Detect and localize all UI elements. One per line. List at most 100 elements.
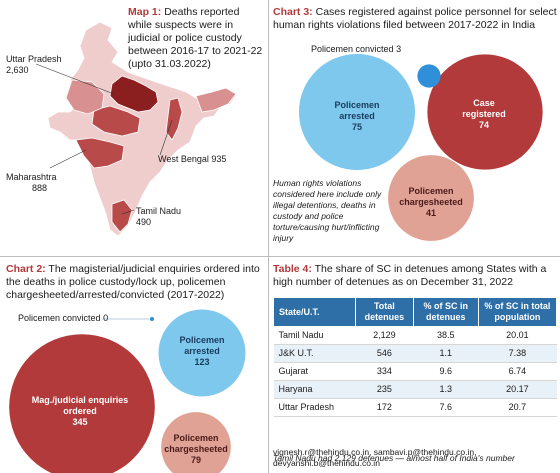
table-row: Tamil Nadu 2,129 38.5 20.01: [273, 326, 557, 345]
credits-block: vignesh.r@thehindu.co.in, sambavi.p@theh…: [273, 447, 557, 469]
table-header-row: State/U.T. Total detenues % of SC in det…: [273, 297, 558, 327]
chart2-arrested-value: 123: [194, 357, 210, 367]
chart3-heading-text: Cases registered against police personne…: [273, 6, 557, 31]
map-label-tamil-nadu: Tamil Nadu 490: [136, 206, 216, 228]
chart2-enquiries-label: Mag./judicial enquiries ordered 345: [28, 395, 132, 428]
horizontal-divider: [0, 256, 560, 257]
cell-sc-population: 7.38: [478, 344, 557, 363]
region-uttar-pradesh: [109, 75, 159, 113]
bubble-policemen-arrested: [158, 309, 246, 397]
cell-sc-population: 6.74: [478, 362, 557, 381]
chart3-convicted-name: Policemen convicted: [311, 44, 394, 54]
chart3-arrested-name: Policemen arrested: [334, 100, 380, 121]
chart3-arrested-label: Policemen arrested 75: [319, 100, 395, 133]
map-label-name: Tamil Nadu: [136, 206, 182, 216]
chart3-registered-label: Case registered 74: [451, 98, 517, 131]
bubble-policemen-chargesheeted: [161, 412, 231, 473]
table-row: Uttar Pradesh 172 7.6 20.7: [273, 398, 557, 417]
credits-line-2: devyanshi.b@thehindu.co.in: [273, 458, 380, 468]
credits-line-1: vignesh.r@thehindu.co.in, sambavi.p@theh…: [273, 447, 477, 457]
chart3-note: Human rights violations considered here …: [273, 178, 382, 243]
cell-sc-detenues: 38.5: [413, 326, 479, 345]
table4-heading-bold: Table 4:: [273, 263, 312, 275]
region-tamil-nadu: [111, 199, 133, 233]
chart2-heading-bold: Chart 2:: [6, 263, 46, 275]
map-label-value: 888: [32, 183, 48, 193]
chart2-bubbles: [9, 309, 246, 473]
chart2-chargesheeted-label: Policemen chargesheeted 79: [158, 433, 234, 466]
map-mainland: [47, 21, 237, 237]
map-heading-text: Deaths reported while suspects were in j…: [128, 6, 263, 70]
chart2-convicted-value: 0: [103, 313, 109, 323]
leader-mh: [49, 149, 87, 169]
cell-total: 546: [355, 344, 414, 363]
cell-sc-population: 20.17: [478, 380, 557, 399]
map-heading: Map 1: Deaths reported while suspects we…: [128, 6, 264, 71]
chart3-heading: Chart 3: Cases registered against police…: [273, 6, 557, 32]
bubble-case-registered: [427, 54, 543, 170]
col-state: State/U.T.: [273, 297, 356, 327]
map-label-name: West Bengal: [158, 154, 209, 164]
india-map: [35, 21, 237, 237]
chart2-panel: Chart 2: The magisterial/judicial enquir…: [0, 257, 268, 473]
chart3-chargesheeted-name: Policemen chargesheeted: [399, 186, 463, 207]
bubble-enquiries-ordered: [9, 334, 155, 473]
map-panel: Map 1: Deaths reported while suspects we…: [0, 0, 268, 256]
col-sc-detenues: % of SC in detenues: [412, 297, 479, 327]
table4-panel: Table 4: The share of SC in detenues amo…: [269, 257, 560, 473]
leader-wb: [159, 119, 173, 156]
table4: State/U.T. Total detenues % of SC in det…: [273, 297, 558, 417]
chart3-heading-bold: Chart 3:: [273, 6, 313, 18]
chart3-panel: Chart 3: Cases registered against police…: [269, 0, 560, 256]
chart3-chargesheeted-value: 41: [425, 208, 436, 218]
leader-up: [35, 63, 115, 95]
cell-sc-detenues: 9.6: [413, 362, 479, 381]
chart2-enquiries-value: 345: [72, 417, 88, 427]
table-row: J&K U.T. 546 1.1 7.38: [273, 344, 557, 363]
cell-total: 2,129: [355, 326, 414, 345]
cell-sc-detenues: 7.6: [413, 398, 479, 417]
cell-state: Tamil Nadu: [273, 326, 356, 345]
map-label-uttar-pradesh: Uttar Pradesh 2,630: [6, 54, 86, 76]
cell-sc-detenues: 1.1: [413, 344, 479, 363]
chart3-bubbles: [298, 53, 543, 241]
bubble-policemen-chargesheeted: [388, 155, 474, 241]
bubble-policemen-arrested: [298, 53, 416, 171]
cell-state: J&K U.T.: [273, 344, 356, 363]
chart2-arrested-name: Policemen arrested: [179, 335, 225, 356]
chart2-chargesheeted-value: 79: [190, 455, 201, 465]
vertical-divider: [268, 0, 269, 473]
region-west: [65, 79, 105, 115]
map-label-value: 490: [136, 217, 152, 227]
chart3-chargesheeted-label: Policemen chargesheeted 41: [393, 186, 469, 219]
table-row: Haryana 235 1.3 20.17: [273, 380, 557, 399]
map-regions: [47, 21, 237, 237]
bubble-policemen-convicted: [417, 64, 441, 88]
chart2-enquiries-name: Mag./judicial enquiries ordered: [31, 395, 129, 416]
cell-state: Gujarat: [273, 362, 356, 381]
chart2-convicted-name: Policemen convicted: [18, 313, 101, 323]
chart3-convicted-value: 3: [396, 44, 402, 54]
cell-sc-population: 20.01: [478, 326, 557, 345]
chart2-convicted-label: Policemen convicted 0: [18, 313, 168, 324]
map-label-name: Maharashtra: [6, 172, 57, 182]
region-maharashtra: [75, 137, 125, 169]
cell-total: 172: [355, 398, 414, 417]
map-label-value: 2,630: [6, 65, 29, 75]
map-label-maharashtra: Maharashtra 888: [6, 172, 86, 194]
region-central: [91, 105, 141, 137]
region-west-bengal: [165, 97, 183, 141]
chart3-registered-value: 74: [478, 120, 489, 130]
map-heading-bold: Map 1:: [128, 6, 162, 18]
cell-sc-population: 20.7: [478, 398, 557, 417]
chart3-convicted-label: Policemen convicted 3: [311, 44, 431, 55]
region-northeast: [195, 87, 237, 113]
chart2-chargesheeted-name: Policemen chargesheeted: [164, 433, 228, 454]
chart3-arrested-value: 75: [351, 122, 362, 132]
chart2-arrested-label: Policemen arrested 123: [166, 335, 238, 368]
cell-total: 334: [355, 362, 414, 381]
leader-tn: [121, 209, 135, 215]
cell-state: Haryana: [273, 380, 356, 399]
cell-total: 235: [355, 380, 414, 399]
cell-sc-detenues: 1.3: [413, 380, 479, 399]
